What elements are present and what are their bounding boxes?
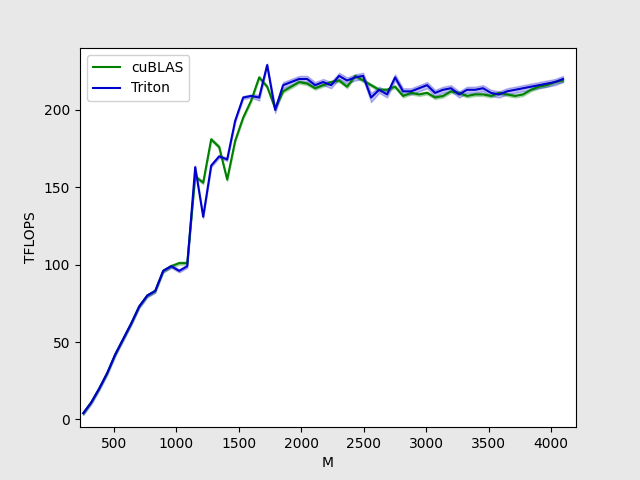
cuBLAS bbox=[79, 410, 87, 416]
cuBLAS bbox=[375, 87, 383, 93]
Triton bbox=[247, 93, 255, 99]
cuBLAS bbox=[247, 98, 255, 104]
Triton bbox=[375, 87, 383, 93]
Triton bbox=[343, 78, 351, 84]
Triton bbox=[175, 268, 183, 274]
cuBLAS bbox=[503, 92, 511, 97]
Line: cuBLAS: cuBLAS bbox=[83, 76, 563, 413]
Triton bbox=[191, 164, 199, 170]
cuBLAS bbox=[175, 260, 183, 266]
Triton bbox=[263, 62, 271, 68]
Triton bbox=[503, 88, 511, 94]
Y-axis label: TFLOPS: TFLOPS bbox=[24, 212, 38, 264]
cuBLAS bbox=[335, 78, 343, 84]
cuBLAS bbox=[351, 73, 359, 79]
cuBLAS bbox=[559, 78, 567, 84]
Legend: cuBLAS, Triton: cuBLAS, Triton bbox=[87, 55, 189, 101]
X-axis label: M: M bbox=[322, 456, 334, 470]
Triton bbox=[79, 410, 87, 416]
Line: Triton: Triton bbox=[83, 65, 563, 413]
cuBLAS bbox=[191, 174, 199, 180]
Triton bbox=[559, 76, 567, 82]
